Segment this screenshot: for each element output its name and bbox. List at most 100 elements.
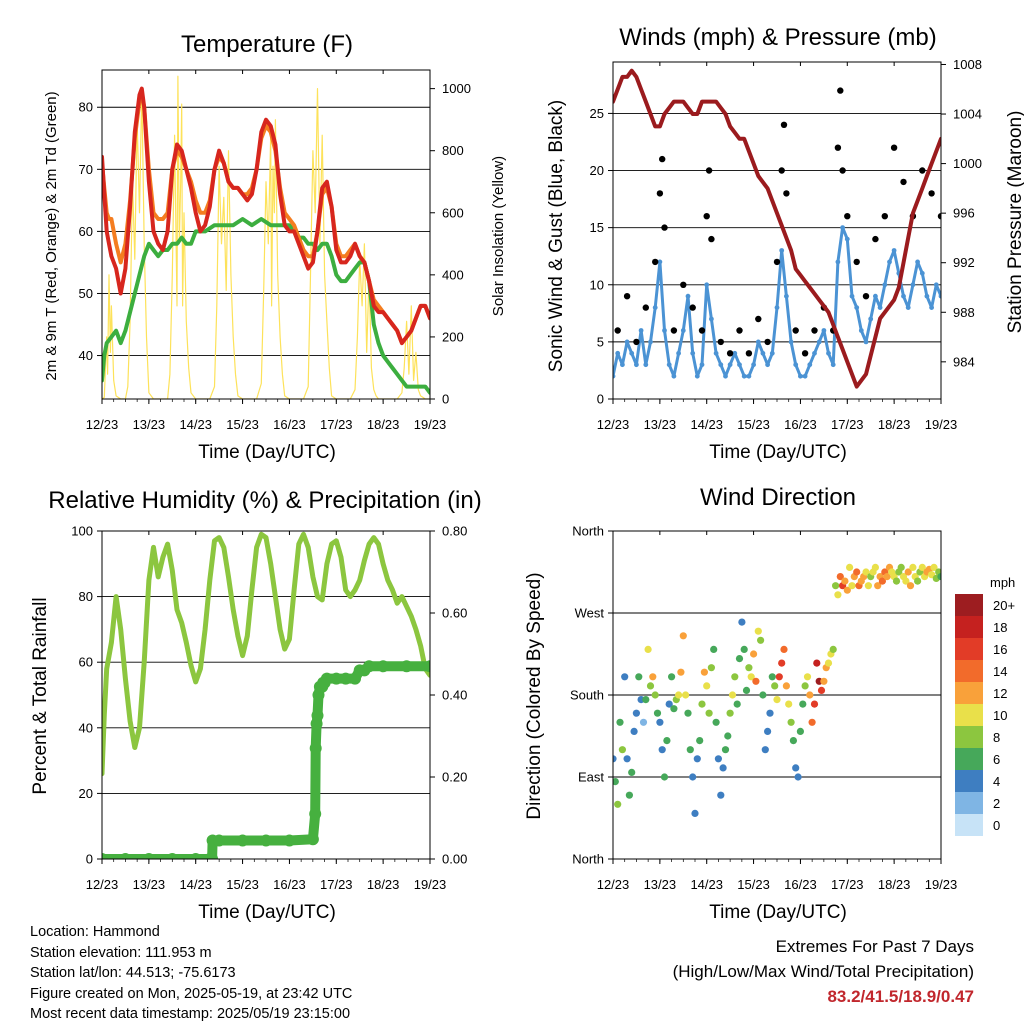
y2-tick-label: 0.20 [442, 770, 467, 785]
x-tick-label: 17/23 [320, 877, 353, 892]
direction-point [878, 577, 887, 585]
direction-point [663, 737, 671, 745]
legend-label: 10 [993, 708, 1007, 723]
wind-point [933, 282, 939, 288]
y-tick-label: 0 [86, 852, 93, 867]
figure-created: Figure created on Mon, 2025-05-19, at 23… [30, 985, 353, 1002]
direction-point [754, 627, 762, 635]
y-tick-label: 80 [79, 100, 93, 115]
gust-point [703, 213, 710, 220]
direction-point [686, 746, 694, 754]
direction-point [740, 645, 748, 654]
gust-point [717, 338, 724, 346]
direction-point [639, 718, 648, 726]
wind-point [615, 350, 621, 356]
direction-point [630, 727, 638, 736]
precip-point [309, 807, 322, 820]
direction-point [937, 573, 941, 581]
extremes-subtitle: (High/Low/Max Wind/Total Precipitation) [672, 962, 974, 981]
direction-point [651, 691, 659, 699]
wind-point [821, 328, 827, 333]
gust-point [837, 87, 844, 94]
wind-point [779, 248, 785, 253]
gust-point [680, 281, 687, 288]
y2-tick-label: 600 [442, 205, 464, 220]
wind-point [868, 316, 874, 322]
direction-point [752, 677, 760, 685]
wind-point [882, 282, 888, 288]
gust-point [890, 144, 898, 151]
direction-point [628, 768, 636, 777]
direction-point [670, 705, 678, 713]
precip-point [424, 660, 430, 673]
wind-point [671, 373, 677, 379]
wind-point [690, 350, 696, 356]
wind-point [746, 373, 752, 379]
x-tick-label: 15/23 [737, 877, 770, 892]
direction-point [714, 755, 723, 763]
direction-point [824, 659, 833, 667]
direction-point [658, 746, 666, 754]
y-tick-label: North [572, 852, 604, 867]
gust-point [773, 258, 781, 266]
direction-point [930, 563, 938, 572]
gust-point [834, 144, 842, 151]
legend-swatch [955, 616, 983, 638]
direction-point [841, 577, 849, 585]
wind-point [713, 350, 719, 356]
x-tick-label: 13/23 [133, 417, 166, 432]
wind-point [657, 259, 663, 265]
x-tick-label: 17/23 [831, 877, 864, 892]
wind-point [901, 293, 906, 299]
plot-frame [101, 530, 431, 860]
wind-point [727, 362, 733, 368]
wind-point [802, 373, 808, 379]
y2-tick-label: 400 [442, 267, 464, 282]
direction-point [675, 691, 683, 699]
wind-point [732, 350, 738, 356]
direction-point [644, 645, 652, 654]
y-tick-label: 20 [79, 786, 93, 801]
gust-point [764, 338, 771, 346]
y-tick-label: 20 [590, 163, 604, 178]
direction-point [613, 755, 617, 763]
plot-area [613, 563, 941, 818]
x-tick-label: 12/23 [86, 877, 119, 892]
direction-point [750, 650, 758, 658]
y2-tick-label: 200 [442, 329, 464, 344]
x-tick-label: 13/23 [644, 417, 677, 432]
legend-label: 12 [993, 686, 1007, 701]
y2-tick-label: 1000 [442, 81, 471, 96]
x-tick-label: 12/23 [597, 417, 630, 432]
direction-point [817, 686, 826, 695]
direction-point [897, 563, 905, 572]
speed-legend: 20+ 18 16 14 12 10 8 6 4 2 0 [955, 594, 1015, 836]
wind-point [938, 293, 941, 299]
y-tick-label: 100 [71, 524, 93, 539]
y-tick-label: 5 [597, 334, 604, 349]
legend-label: 20+ [993, 598, 1015, 613]
y-tick-label: North [572, 524, 604, 539]
direction-point [726, 709, 734, 717]
precip-line [102, 661, 430, 859]
direction-point [689, 773, 697, 781]
direction-point [792, 764, 800, 772]
y-tick-label: East [578, 770, 604, 785]
gust-point [656, 190, 664, 197]
direction-point [796, 727, 805, 736]
direction-point [806, 691, 814, 699]
direction-point [906, 582, 915, 590]
direction-title: Wind Direction [700, 484, 856, 511]
gust-point [633, 338, 640, 346]
humidity-y-label: Percent & Total Rainfall [30, 597, 51, 794]
wind-point [676, 350, 681, 356]
precip-point [309, 742, 322, 755]
legend-label: 8 [993, 730, 1000, 745]
precip-point [306, 833, 319, 846]
direction-point [808, 718, 816, 726]
wind-point [704, 282, 710, 288]
y-tick-label: 40 [79, 348, 93, 363]
gust-point [778, 167, 785, 174]
wind-point [877, 305, 883, 310]
